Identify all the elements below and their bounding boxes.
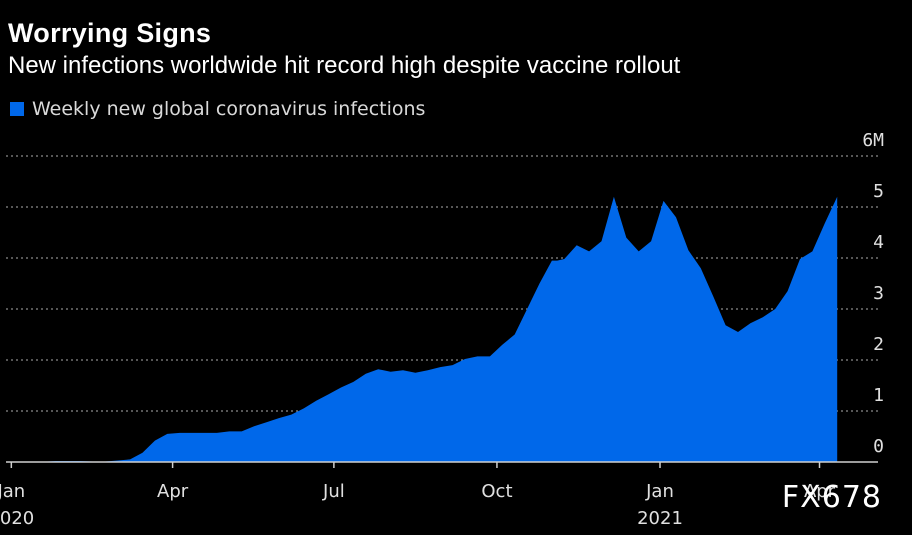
x-tick-label: Apr: [804, 481, 836, 502]
y-tick-label: 1: [873, 385, 884, 406]
x-axis: Jan 2020 Apr Jul Oct Jan 2021 Apr: [0, 461, 878, 529]
area-series: [18, 196, 838, 463]
x-tick-label: Jan: [0, 481, 25, 502]
x-tick-label: Apr: [157, 481, 189, 502]
y-tick-label: 3: [873, 283, 884, 304]
x-tick-label: Jul: [322, 481, 345, 502]
chart-legend: Weekly new global coronavirus infections: [10, 98, 425, 120]
chart-subtitle: New infections worldwide hit record high…: [8, 52, 681, 79]
y-tick-label: 0: [873, 436, 884, 457]
y-tick-label: 4: [873, 232, 884, 253]
y-tick-label: 5: [873, 181, 884, 202]
x-tick-year-label: 2021: [637, 508, 683, 529]
legend-label: Weekly new global coronavirus infections: [32, 98, 426, 120]
x-tick-label: Oct: [481, 481, 512, 502]
x-tick-label: Jan: [645, 481, 674, 502]
y-tick-label: 6M: [862, 130, 884, 151]
y-axis: 0 1 2 3 4 5 6M: [862, 130, 884, 457]
legend-swatch: [10, 102, 24, 116]
watermark: FX678: [781, 480, 882, 515]
y-tick-label: 2: [873, 334, 884, 355]
chart-title: Worrying Signs: [8, 18, 212, 48]
x-tick-year-label: 2020: [0, 508, 34, 529]
area-fill: [18, 196, 838, 463]
